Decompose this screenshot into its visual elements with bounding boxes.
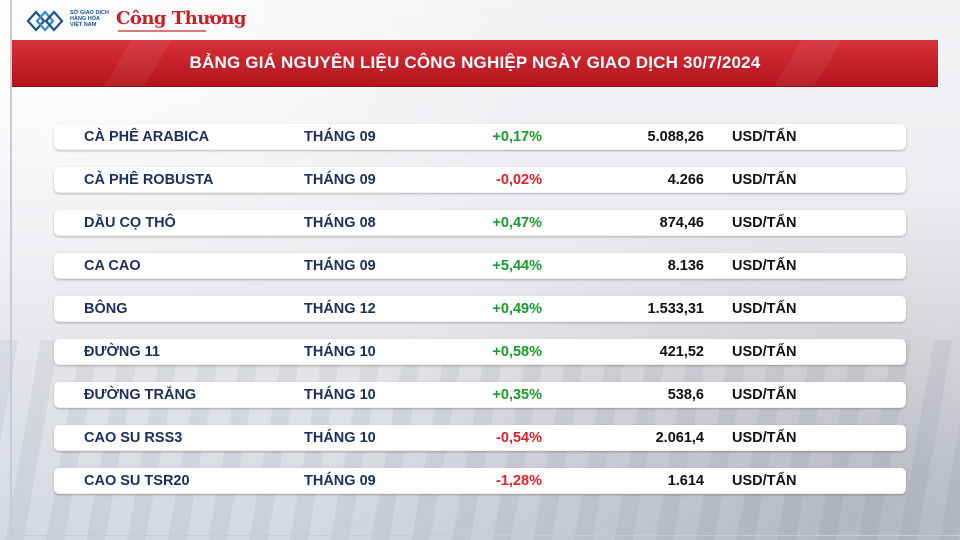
price-unit: USD/TẤN xyxy=(732,473,797,489)
commodity-name: BÔNG xyxy=(84,301,128,317)
commodity-name: CÀ PHÊ ARABICA xyxy=(84,129,210,145)
table-row: ĐƯỜNG TRẮNG THÁNG 10 +0,35% 538,6 USD/TẤN xyxy=(54,382,906,408)
banner-shape xyxy=(12,40,938,87)
commodity-name: ĐƯỜNG 11 xyxy=(84,344,160,360)
price-value: 538,6 xyxy=(667,387,704,403)
table-row: CA CAO THÁNG 09 +5,44% 8.136 USD/TẤN xyxy=(54,253,906,279)
frame-line-bottom xyxy=(10,535,960,536)
table-row: CAO SU RSS3 THÁNG 10 -0,54% 2.061,4 USD/TẤN xyxy=(54,425,906,451)
price-value: 874,46 xyxy=(659,215,704,231)
brand-logo: Công Thương xyxy=(116,8,247,29)
table-row: BÔNG THÁNG 12 +0,49% 1.533,31 USD/TẤN xyxy=(54,296,906,322)
frame-line-left xyxy=(10,0,12,540)
price-unit: USD/TẤN xyxy=(732,430,797,446)
price-unit: USD/TẤN xyxy=(732,387,797,403)
price-unit: USD/TẤN xyxy=(732,129,797,145)
contract-month: THÁNG 12 xyxy=(304,301,376,317)
contract-month: THÁNG 10 xyxy=(304,430,376,446)
org-line: SỞ GIAO DỊCH xyxy=(70,10,109,16)
exchange-logo-text: SỞ GIAO DỊCH HÀNG HÓA VIỆT NAM xyxy=(70,10,110,28)
price-unit: USD/TẤN xyxy=(732,344,797,360)
commodity-name: CAO SU TSR20 xyxy=(84,473,190,489)
org-line: VIỆT NAM xyxy=(70,22,97,28)
price-value: 5.088,26 xyxy=(647,129,704,145)
table-row: CÀ PHÊ ROBUSTA THÁNG 09 -0,02% 4.266 USD/TẤN xyxy=(54,167,906,193)
price-unit: USD/TẤN xyxy=(732,215,797,231)
price-change: -1,28% xyxy=(496,473,542,489)
title-banner: BẢNG GIÁ NGUYÊN LIỆU CÔNG NGHIỆP NGÀY GI… xyxy=(12,40,938,88)
price-change: +0,58% xyxy=(492,344,542,360)
contract-month: THÁNG 09 xyxy=(304,172,376,188)
price-change: -0,02% xyxy=(496,172,542,188)
price-unit: USD/TẤN xyxy=(732,301,797,317)
header: SỞ GIAO DỊCH HÀNG HÓA VIỆT NAM Công Thươ… xyxy=(0,0,960,40)
price-unit: USD/TẤN xyxy=(732,258,797,274)
exchange-logo-icon xyxy=(26,10,64,32)
price-change: +0,35% xyxy=(492,387,542,403)
commodity-name: ĐƯỜNG TRẮNG xyxy=(84,387,197,403)
price-change: +5,44% xyxy=(492,258,542,274)
contract-month: THÁNG 08 xyxy=(304,215,376,231)
org-line: HÀNG HÓA xyxy=(70,16,100,22)
commodity-name: CA CAO xyxy=(84,258,141,274)
price-change: -0,54% xyxy=(496,430,542,446)
price-value: 2.061,4 xyxy=(655,430,704,446)
contract-month: THÁNG 10 xyxy=(304,387,376,403)
price-value: 1.614 xyxy=(667,473,704,489)
commodity-name: DẦU CỌ THÔ xyxy=(84,215,176,231)
table-row: ĐƯỜNG 11 THÁNG 10 +0,58% 421,52 USD/TẤN xyxy=(54,339,906,365)
price-value: 8.136 xyxy=(667,258,704,274)
table-row: DẦU CỌ THÔ THÁNG 08 +0,47% 874,46 USD/TẤN xyxy=(54,210,906,236)
contract-month: THÁNG 10 xyxy=(304,344,376,360)
price-change: +0,47% xyxy=(492,215,542,231)
contract-month: THÁNG 09 xyxy=(304,473,376,489)
price-change: +0,49% xyxy=(492,301,542,317)
price-value: 4.266 xyxy=(667,172,704,188)
price-value: 1.533,31 xyxy=(647,301,704,317)
price-change: +0,17% xyxy=(492,129,542,145)
contract-month: THÁNG 09 xyxy=(304,129,376,145)
table-row: CAO SU TSR20 THÁNG 09 -1,28% 1.614 USD/TẤN xyxy=(54,468,906,494)
commodity-name: CAO SU RSS3 xyxy=(84,430,183,446)
commodity-name: CÀ PHÊ ROBUSTA xyxy=(84,172,214,188)
price-value: 421,52 xyxy=(659,344,704,360)
page-title: BẢNG GIÁ NGUYÊN LIỆU CÔNG NGHIỆP NGÀY GI… xyxy=(189,53,761,72)
price-unit: USD/TẤN xyxy=(732,172,797,188)
contract-month: THÁNG 09 xyxy=(304,258,376,274)
brand-underline xyxy=(118,30,206,32)
table-row: CÀ PHÊ ARABICA THÁNG 09 +0,17% 5.088,26 USD/… xyxy=(54,124,906,150)
